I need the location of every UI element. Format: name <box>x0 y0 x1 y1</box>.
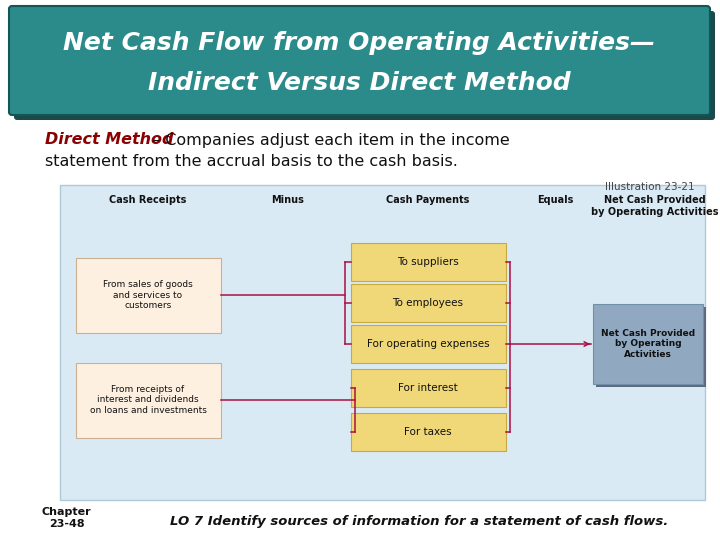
Text: – Companies adjust each item in the income: – Companies adjust each item in the inco… <box>147 132 510 147</box>
Text: To employees: To employees <box>392 298 464 308</box>
Text: Minus: Minus <box>271 195 305 205</box>
FancyBboxPatch shape <box>60 185 705 500</box>
Text: Cash Receipts: Cash Receipts <box>109 195 186 205</box>
Text: From sales of goods
and services to
customers: From sales of goods and services to cust… <box>103 280 193 310</box>
FancyBboxPatch shape <box>351 413 505 451</box>
Text: From receipts of
interest and dividends
on loans and investments: From receipts of interest and dividends … <box>89 385 207 415</box>
FancyBboxPatch shape <box>593 304 703 384</box>
FancyBboxPatch shape <box>9 6 710 115</box>
Text: For interest: For interest <box>398 383 458 393</box>
Text: Cash Payments: Cash Payments <box>387 195 469 205</box>
FancyBboxPatch shape <box>76 362 220 437</box>
FancyBboxPatch shape <box>596 307 706 387</box>
Text: Net Cash Provided
by Operating Activities: Net Cash Provided by Operating Activitie… <box>591 195 719 217</box>
Text: Direct Method: Direct Method <box>45 132 174 147</box>
Text: For operating expenses: For operating expenses <box>366 339 490 349</box>
FancyBboxPatch shape <box>351 284 505 322</box>
FancyBboxPatch shape <box>14 11 715 120</box>
FancyBboxPatch shape <box>351 369 505 407</box>
Text: To suppliers: To suppliers <box>397 257 459 267</box>
FancyBboxPatch shape <box>351 243 505 281</box>
Text: Indirect Versus Direct Method: Indirect Versus Direct Method <box>148 71 570 95</box>
Text: Equals: Equals <box>537 195 573 205</box>
Text: Illustration 23-21: Illustration 23-21 <box>606 182 695 192</box>
Text: Net Cash Flow from Operating Activities—: Net Cash Flow from Operating Activities— <box>63 31 655 55</box>
Text: LO 7 Identify sources of information for a statement of cash flows.: LO 7 Identify sources of information for… <box>170 516 668 529</box>
Text: For taxes: For taxes <box>404 427 452 437</box>
Text: statement from the accrual basis to the cash basis.: statement from the accrual basis to the … <box>45 154 458 170</box>
Text: Net Cash Provided
by Operating
Activities: Net Cash Provided by Operating Activitie… <box>601 329 695 359</box>
FancyBboxPatch shape <box>76 258 220 333</box>
FancyBboxPatch shape <box>351 325 505 363</box>
Text: Chapter
23-48: Chapter 23-48 <box>42 507 91 529</box>
